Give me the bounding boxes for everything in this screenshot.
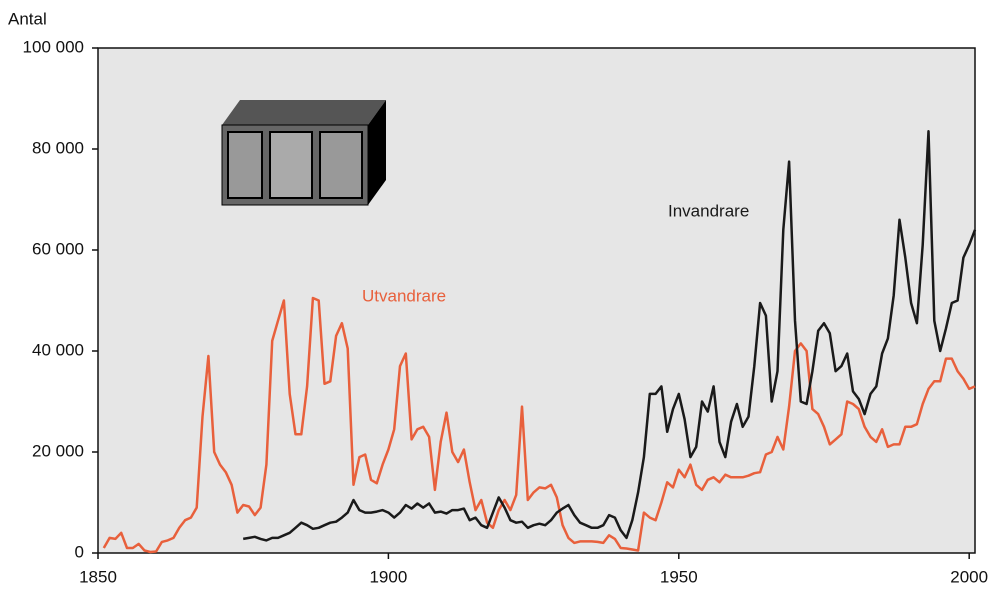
x-tick-label: 2000 — [950, 567, 988, 586]
y-tick-label: 40 000 — [32, 340, 84, 359]
y-tick-label: 0 — [75, 542, 84, 561]
x-tick-label: 1850 — [79, 567, 117, 586]
x-tick-label: 1900 — [369, 567, 407, 586]
x-tick-label: 1950 — [660, 567, 698, 586]
series-line — [242, 130, 977, 542]
y-tick-label: 60 000 — [32, 239, 84, 258]
y-tick-label: 100 000 — [23, 37, 84, 56]
series-label: Invandrare — [668, 201, 749, 220]
y-axis-label: Antal — [8, 9, 47, 28]
y-tick-label: 20 000 — [32, 441, 84, 460]
series-label: Utvandrare — [362, 286, 446, 305]
chest-icon — [221, 100, 386, 206]
y-tick-label: 80 000 — [32, 138, 84, 157]
series-line — [102, 296, 976, 554]
